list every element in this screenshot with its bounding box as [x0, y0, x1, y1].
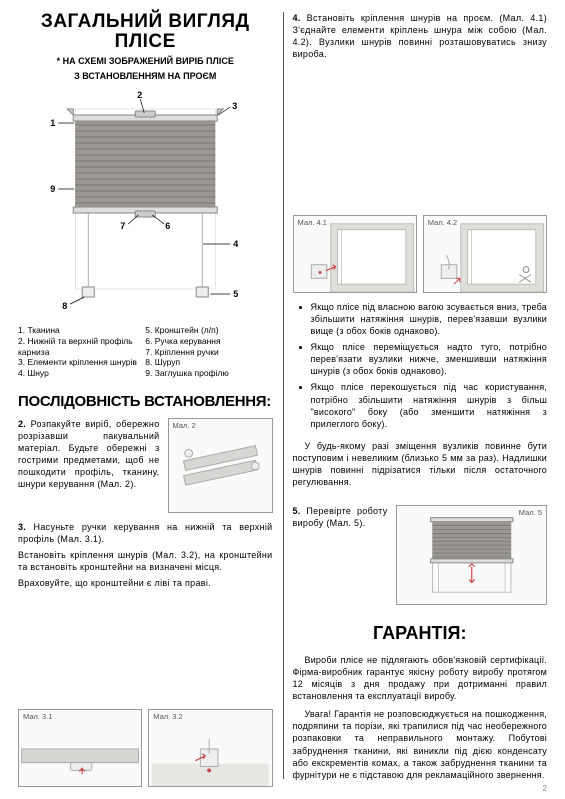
right-column: 4. Встановіть кріплення шнурів на проєм.…	[283, 12, 548, 787]
warranty-p1: Вироби плісе не підлягають обов'язковій …	[293, 654, 548, 703]
legend-col-2: 5. Кронштейн (л/п) 6. Ручка керування 7.…	[145, 325, 272, 378]
left-column: ЗАГАЛЬНИЙ ВИГЛЯД ПЛІСЕ * НА СХЕМІ ЗОБРАЖ…	[18, 12, 283, 787]
legend-item: 3. Елементи кріплення шнурів	[18, 357, 145, 368]
figures-4-row: Мал. 4.1 Мал. 4.2	[293, 215, 548, 293]
step-4: 4. Встановіть кріплення шнурів на проєм.…	[293, 12, 548, 209]
step-body: Насуньте ручки керування на нижній та ве…	[18, 522, 273, 544]
fig-label: Мал. 4.1	[298, 218, 327, 227]
bullet-item: Якщо плісе під власною вагою зсувається …	[311, 301, 548, 337]
legend-item: 7. Кріплення ручки	[145, 347, 272, 358]
step-3: 3. Насуньте ручки керування на нижній та…	[18, 521, 273, 703]
step-num: 4.	[293, 13, 301, 23]
figure-2: Мал. 2	[168, 418, 273, 513]
adjustment-note: У будь-якому разі зміщення вузликів пови…	[293, 440, 548, 489]
fig-label: Мал. 5	[519, 508, 542, 517]
figure-4-1: Мал. 4.1	[293, 215, 417, 293]
warranty-p2: Увага! Гарантія не розповсюджується на п…	[293, 708, 548, 781]
legend-item: 9. Заглушка профілю	[145, 368, 272, 379]
svg-text:9: 9	[50, 184, 55, 194]
svg-text:4: 4	[233, 239, 238, 249]
page-number: 2	[543, 784, 547, 793]
figure-4-2: Мал. 4.2	[423, 215, 547, 293]
main-title: ЗАГАЛЬНИЙ ВИГЛЯД ПЛІСЕ	[18, 12, 273, 52]
step-2-text: 2. Розпакуйте виріб, обережно розрізавши…	[18, 418, 160, 513]
legend-item: 2. Нижній та верхній профіль карниза	[18, 336, 145, 357]
column-divider	[283, 12, 284, 779]
step-num: 2.	[18, 419, 26, 429]
figure-3-1: Мал. 3.1	[18, 709, 142, 787]
step-2: 2. Розпакуйте виріб, обережно розрізавши…	[18, 418, 273, 513]
svg-text:2: 2	[137, 90, 142, 100]
fig-label: Мал. 3.2	[153, 712, 182, 721]
legend-item: 8. Шуруп	[145, 357, 272, 368]
step-body: Встановіть кріплення шнурів (Мал. 3.2), …	[18, 549, 273, 573]
step-body: Враховуйте, що кронштейни є ліві та прав…	[18, 577, 273, 589]
install-sequence-title: ПОСЛІДОВНІСТЬ ВСТАНОВЛЕННЯ:	[18, 393, 273, 410]
legend: 1. Тканина 2. Нижній та верхній профіль …	[18, 325, 273, 378]
legend-item: 4. Шнур	[18, 368, 145, 379]
step-body: Перевірте роботу виробу (Мал. 5).	[293, 506, 388, 528]
adjustment-bullets: Якщо плісе під власною вагою зсувається …	[293, 301, 548, 434]
bullet-item: Якщо плісе переміщується надто туго, пот…	[311, 341, 548, 377]
subtitle-line1: * НА СХЕМІ ЗОБРАЖЕНИЙ ВИРІБ ПЛІСЕ	[18, 56, 273, 67]
main-diagram: 1 2 3 4 5 6 7 8 9	[18, 89, 273, 319]
subtitle-line2: З ВСТАНОВЛЕННЯМ НА ПРОЄМ	[18, 71, 273, 82]
svg-text:7: 7	[120, 221, 125, 231]
step-5: 5. Перевірте роботу виробу (Мал. 5). Мал…	[293, 505, 548, 605]
figure-5: Мал. 5	[396, 505, 548, 605]
step-5-text: 5. Перевірте роботу виробу (Мал. 5).	[293, 505, 388, 605]
svg-text:6: 6	[165, 221, 170, 231]
step-num: 3.	[18, 522, 26, 532]
bullet-item: Якщо плісе перекошується під час користу…	[311, 381, 548, 430]
legend-col-1: 1. Тканина 2. Нижній та верхній профіль …	[18, 325, 145, 378]
warranty-title: ГАРАНТІЯ:	[293, 623, 548, 644]
figure-3-2: Мал. 3.2	[148, 709, 272, 787]
fig-label: Мал. 2	[173, 421, 196, 430]
svg-text:3: 3	[232, 101, 237, 111]
step-body: Встановіть кріплення шнурів на проєм. (М…	[293, 13, 548, 59]
fig-label: Мал. 4.2	[428, 218, 457, 227]
figures-3-row: Мал. 3.1 Мал. 3.2	[18, 709, 273, 787]
svg-text:1: 1	[50, 118, 55, 128]
fig-label: Мал. 3.1	[23, 712, 52, 721]
legend-item: 6. Ручка керування	[145, 336, 272, 347]
step-body: Розпакуйте виріб, обережно розрізавши па…	[18, 419, 160, 490]
step-num: 5.	[293, 506, 301, 516]
legend-item: 5. Кронштейн (л/п)	[145, 325, 272, 336]
svg-text:5: 5	[233, 289, 238, 299]
legend-item: 1. Тканина	[18, 325, 145, 336]
svg-text:8: 8	[62, 301, 67, 311]
